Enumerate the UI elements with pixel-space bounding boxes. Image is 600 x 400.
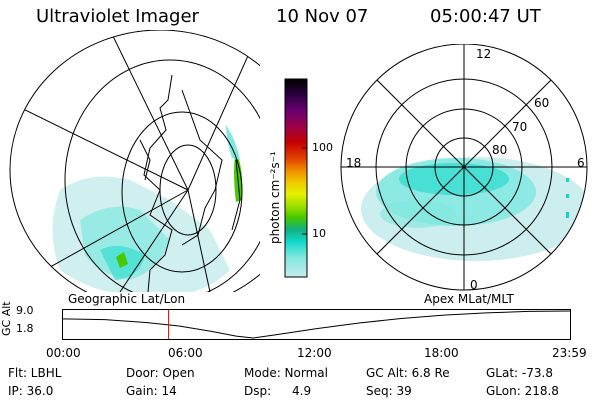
lat-label-60: 60 bbox=[534, 96, 550, 110]
polar-plot bbox=[340, 44, 588, 291]
geographic-map-label: Geographic Lat/Lon bbox=[68, 292, 186, 306]
apex-map-label: Apex MLat/MLT bbox=[424, 292, 514, 306]
timeline-axis-label: GC Alt bbox=[0, 301, 13, 336]
time-label: 05:00:47 UT bbox=[430, 6, 541, 27]
timeline-tick-1200: 12:00 bbox=[297, 346, 332, 360]
dsp-value: 4.9 bbox=[292, 384, 312, 398]
glon-status: GLon: 218.8 bbox=[486, 384, 559, 398]
mlt-label-18: 18 bbox=[346, 156, 362, 170]
mlt-label-12: 12 bbox=[476, 47, 492, 61]
timeline-tick-0000: 00:00 bbox=[46, 346, 81, 360]
colorbar-tick-100: 100 bbox=[312, 141, 333, 154]
mlt-label-0: 0 bbox=[470, 278, 478, 292]
timeline-ymin-label: 1.8 bbox=[16, 322, 34, 335]
timeline-frame bbox=[62, 309, 571, 340]
instrument-title: Ultraviolet Imager bbox=[36, 6, 199, 27]
timeline-tick-2359: 23:59 bbox=[552, 346, 587, 360]
date-label: 10 Nov 07 bbox=[276, 6, 369, 27]
seq-status: Seq: 39 bbox=[366, 384, 412, 398]
lat-label-70: 70 bbox=[512, 120, 528, 134]
altitude-timeline bbox=[62, 309, 571, 340]
colorbar-tick-10: 10 bbox=[312, 227, 326, 240]
earth-limb bbox=[9, 30, 260, 292]
mode-status: Mode: Normal bbox=[244, 366, 328, 380]
polar-aurora bbox=[361, 157, 587, 261]
mlt-label-6: 6 bbox=[577, 156, 585, 170]
timeline-tick-0600: 06:00 bbox=[168, 346, 203, 360]
glat-status: GLat: -73.8 bbox=[486, 366, 553, 380]
dsp-label: Dsp: bbox=[244, 384, 272, 398]
timeline-tick-1800: 18:00 bbox=[424, 346, 459, 360]
coastline bbox=[139, 74, 241, 292]
gc-alt-status: GC Alt: 6.8 Re bbox=[366, 366, 450, 380]
colorbar-units-label: photon cm⁻²s⁻¹ bbox=[268, 151, 282, 244]
polar-grid bbox=[340, 44, 588, 291]
lat-label-80: 80 bbox=[492, 143, 508, 157]
colorbar bbox=[284, 78, 308, 278]
timeline-ymax-label: 9.0 bbox=[16, 304, 34, 317]
graticule bbox=[10, 30, 260, 292]
gain-status: Gain: 14 bbox=[126, 384, 177, 398]
filter-status: Flt: LBHL bbox=[8, 366, 62, 380]
door-status: Door: Open bbox=[126, 366, 195, 380]
ip-status: IP: 36.0 bbox=[8, 384, 54, 398]
altitude-curve bbox=[62, 310, 571, 339]
geographic-map bbox=[9, 30, 260, 292]
